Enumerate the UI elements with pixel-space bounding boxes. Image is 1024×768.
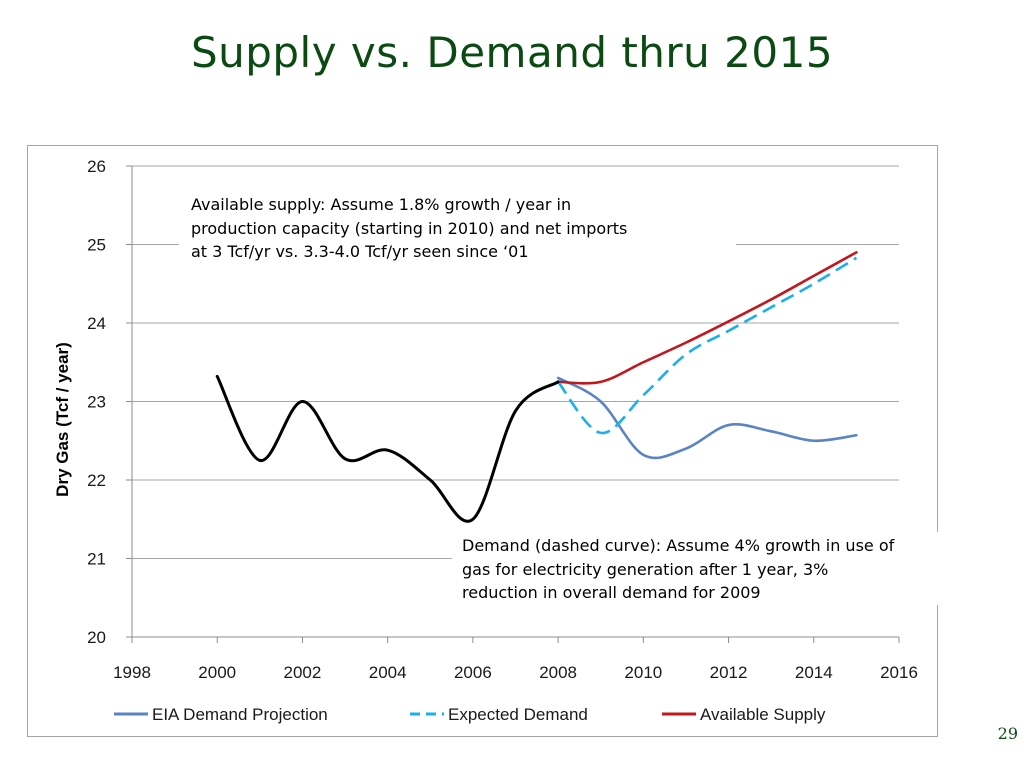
supply-note-line: Available supply: Assume 1.8% growth / y… [191,195,572,214]
x-tick-label: 2012 [710,663,748,682]
supply-note-line: at 3 Tcf/yr vs. 3.3-4.0 Tcf/yr seen sinc… [191,242,529,261]
supply-note-line: production capacity (starting in 2010) a… [191,218,628,238]
x-tick-label: 1998 [113,663,151,682]
x-tick-label: 2006 [454,663,492,682]
y-tick-label: 22 [87,471,106,490]
y-tick-label: 25 [87,236,106,255]
x-tick-label: 2002 [284,663,322,682]
demand-note: Demand (dashed curve): Assume 4% growth … [452,532,952,605]
y-tick-label: 24 [87,314,106,333]
series-line-expected-demand [557,256,858,435]
y-tick-label: 26 [87,157,106,176]
legend-label: EIA Demand Projection [152,705,328,724]
demand-note-line: Demand (dashed curve): Assume 4% growth … [462,536,895,555]
y-tick-label: 20 [87,628,106,647]
y-axis-title: Dry Gas (Tcf / year) [53,342,72,497]
legend-label: Expected Demand [448,705,588,724]
x-tick-label: 2010 [624,663,662,682]
supply-note: Available supply: Assume 1.8% growth / y… [179,193,736,264]
x-tick-label: 2016 [880,663,918,682]
slide-title: Supply vs. Demand thru 2015 [190,28,834,77]
x-tick-label: 2008 [539,663,577,682]
demand-note-line: gas for electricity generation after 1 y… [462,559,829,579]
y-tick-label: 23 [87,393,106,412]
legend-label: Available Supply [700,705,826,724]
y-tick-label: 21 [87,550,106,569]
series-line-available-supply [556,251,858,385]
x-tick-label: 2000 [198,663,236,682]
page-number: 29 [997,724,1018,743]
series-line-historical-demand [215,374,560,523]
demand-note-line: reduction in overall demand for 2009 [462,583,761,602]
x-tick-label: 2004 [369,663,407,682]
x-tick-label: 2014 [795,663,833,682]
series-line-eia-demand-projection [556,376,858,460]
